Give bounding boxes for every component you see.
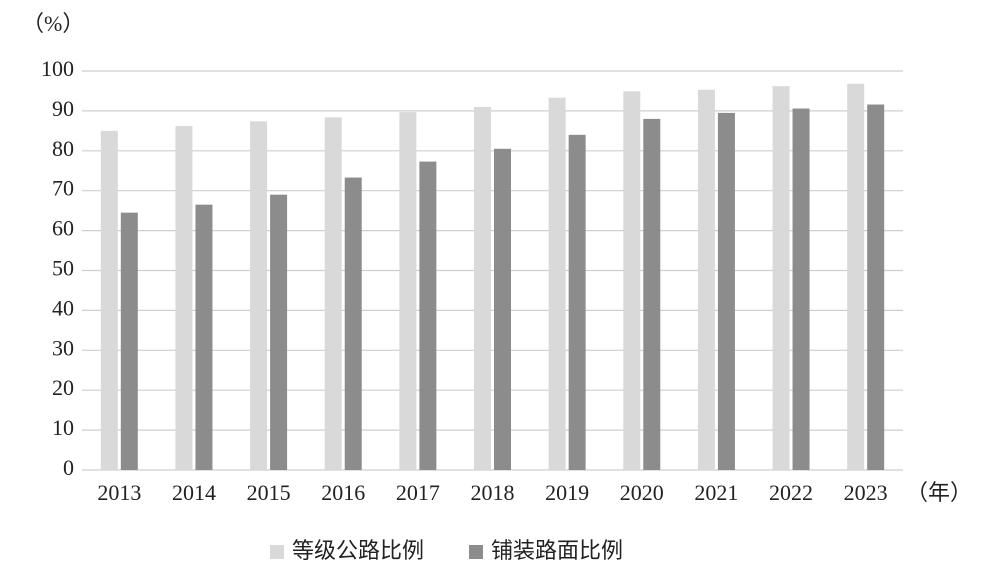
x-tick-label: 2023 bbox=[844, 480, 888, 505]
bar bbox=[419, 161, 437, 470]
x-axis-label: （年） bbox=[906, 480, 972, 505]
y-tick-label: 100 bbox=[41, 56, 74, 81]
legend-label: 等级公路比例 bbox=[292, 538, 424, 563]
x-tick-label: 2019 bbox=[545, 480, 589, 505]
bar bbox=[120, 212, 138, 470]
y-tick-label: 10 bbox=[52, 415, 74, 440]
y-tick-label: 40 bbox=[52, 295, 74, 320]
bar bbox=[270, 194, 288, 470]
y-tick-label: 30 bbox=[52, 335, 74, 360]
x-tick-label: 2014 bbox=[172, 480, 216, 505]
bar bbox=[772, 86, 790, 471]
y-tick-label: 60 bbox=[52, 216, 74, 241]
y-tick-label: 80 bbox=[52, 136, 74, 161]
bar bbox=[847, 83, 865, 470]
y-axis-label: （%） bbox=[22, 11, 84, 36]
y-tick-label: 90 bbox=[52, 96, 74, 121]
bar bbox=[250, 121, 268, 471]
bar bbox=[175, 126, 193, 470]
x-tick-label: 2013 bbox=[97, 480, 141, 505]
bar bbox=[568, 134, 586, 470]
legend-label: 铺装路面比例 bbox=[491, 538, 623, 563]
x-tick-label: 2017 bbox=[396, 480, 440, 505]
bar bbox=[548, 97, 566, 470]
legend-swatch bbox=[469, 545, 484, 559]
bar bbox=[474, 106, 491, 470]
y-tick-label: 20 bbox=[52, 375, 74, 400]
bar bbox=[697, 89, 715, 471]
x-tick-label: 2016 bbox=[321, 480, 365, 505]
y-tick-label: 70 bbox=[52, 176, 74, 201]
bar bbox=[717, 112, 735, 471]
bar bbox=[623, 91, 641, 470]
bar bbox=[344, 177, 362, 470]
bar bbox=[399, 112, 417, 471]
bar bbox=[867, 104, 885, 471]
bar bbox=[324, 117, 342, 470]
bar bbox=[100, 130, 118, 470]
bar bbox=[792, 108, 810, 471]
x-tick-label: 2020 bbox=[620, 480, 664, 505]
x-tick-label: 2015 bbox=[247, 480, 291, 505]
bar bbox=[494, 148, 511, 470]
x-tick-label: 2018 bbox=[471, 480, 515, 505]
y-tick-label: 50 bbox=[52, 256, 74, 281]
x-tick-label: 2022 bbox=[769, 480, 813, 505]
bar bbox=[195, 204, 213, 471]
y-tick-label: 0 bbox=[63, 455, 74, 480]
legend-swatch bbox=[270, 545, 284, 559]
x-tick-label: 2021 bbox=[694, 480, 738, 505]
bar bbox=[643, 118, 661, 470]
